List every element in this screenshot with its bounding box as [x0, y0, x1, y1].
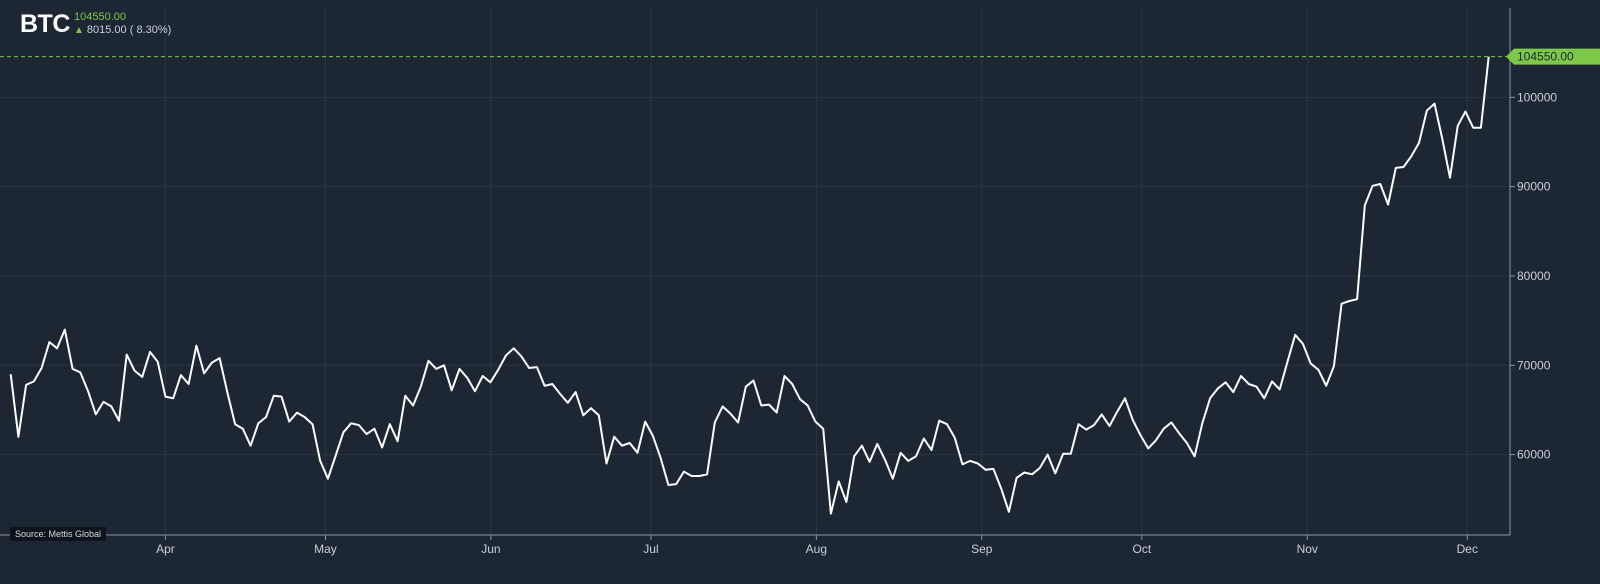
price-series-line [9, 56, 1490, 515]
y-tick-label: 70000 [1517, 358, 1551, 372]
series-layer [9, 56, 1490, 515]
ticker-symbol: BTC [20, 10, 70, 38]
grid-layer [0, 8, 1510, 535]
price-change-text: 8015.00 ( 8.30%) [86, 24, 172, 36]
last-price-marker-label: 104550.00 [1517, 50, 1574, 64]
axis-layer: 60000 70000 80000 90000 100000 Apr May Jun Jul Au… [0, 8, 1557, 556]
x-tick-label: Jul [643, 542, 658, 556]
last-price: 104550.00 [74, 11, 126, 23]
last-price-marker: 104550.00 [1506, 48, 1600, 65]
y-tick-label: 90000 [1517, 180, 1551, 194]
x-tick-label: Sep [971, 542, 993, 556]
price-change: ▲ 8015.00 ( 8.30%) [74, 24, 171, 37]
x-tick-label: Dec [1457, 542, 1478, 556]
x-tick-label: Oct [1133, 542, 1152, 556]
x-tick-label: Jun [481, 542, 500, 556]
last-price-marker-bg [1506, 48, 1600, 65]
y-tick-label: 100000 [1517, 90, 1557, 104]
y-tick-label: 80000 [1517, 269, 1551, 283]
x-tick-label: Nov [1297, 542, 1318, 556]
x-tick-label: May [314, 542, 337, 556]
x-tick-label: Aug [806, 542, 827, 556]
x-tick-label: Apr [156, 542, 175, 556]
y-tick-label: 60000 [1517, 448, 1551, 462]
up-arrow-icon: ▲ [74, 25, 84, 36]
marker-layer: 104550.00 [0, 48, 1600, 65]
source-label: Source: Mettis Global [10, 527, 107, 541]
